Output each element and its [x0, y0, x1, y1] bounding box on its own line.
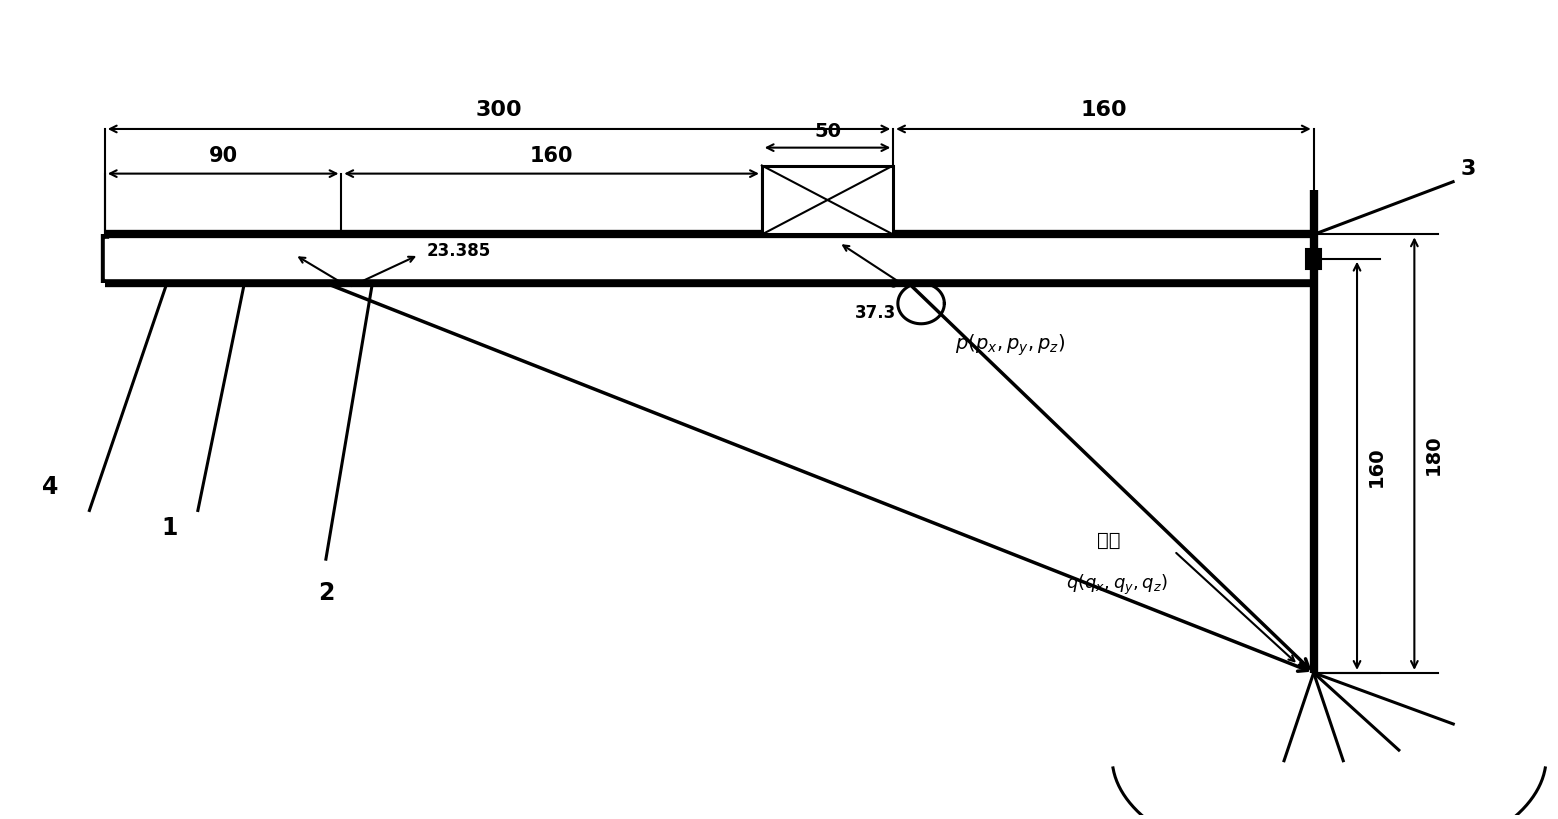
Text: 4: 4: [42, 474, 59, 499]
Text: $p(p_x,p_y,p_z)$: $p(p_x,p_y,p_z)$: [955, 333, 1066, 358]
Text: 37.3: 37.3: [854, 304, 896, 322]
Text: 160: 160: [530, 147, 573, 166]
Text: 1: 1: [162, 515, 178, 539]
Text: 90: 90: [209, 147, 238, 166]
Text: 160: 160: [1080, 100, 1126, 120]
Text: 50: 50: [813, 121, 841, 140]
Bar: [762, 166, 893, 235]
Text: 160: 160: [1366, 446, 1385, 486]
Text: 180: 180: [1424, 434, 1443, 474]
Text: 2: 2: [318, 580, 333, 604]
Text: $q(q_x,q_y,q_z)$: $q(q_x,q_y,q_z)$: [1066, 572, 1167, 595]
Text: 3: 3: [1461, 159, 1477, 179]
Text: 23.385: 23.385: [427, 242, 491, 260]
Text: 切口: 切口: [1097, 531, 1120, 550]
Bar: [1306, 250, 1321, 269]
Text: 300: 300: [475, 100, 522, 120]
